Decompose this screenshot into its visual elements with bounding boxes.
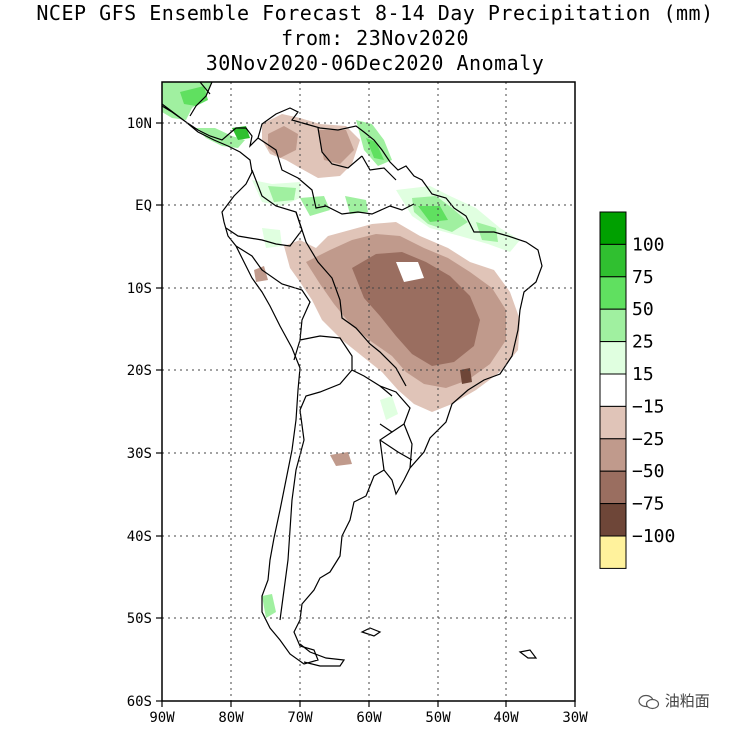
lon-label: 90W: [149, 710, 175, 726]
longitude-labels: 90W 80W 70W 60W 50W 40W 30W: [149, 710, 588, 726]
graticule: [162, 82, 575, 701]
watermark: 油粕面: [638, 690, 710, 711]
legend-labels: 100 75 50 25 15 −15 −25 −50 −75 −100: [632, 234, 675, 547]
legend-swatch: [599, 308, 627, 343]
legend-label: −75: [632, 494, 665, 515]
legend-colorbar: [599, 211, 627, 569]
legend-label: 100: [632, 234, 665, 255]
wechat-icon: [638, 694, 660, 709]
lat-label: 30S: [127, 446, 152, 462]
legend-swatch: [599, 211, 627, 245]
legend-swatch: [599, 470, 627, 505]
legend-swatch: [599, 341, 627, 375]
legend-label: 75: [632, 267, 654, 288]
lat-label: 60S: [127, 694, 152, 710]
legend-label: −100: [632, 526, 675, 547]
watermark-text: 油粕面: [664, 692, 710, 710]
legend-label: 15: [632, 364, 654, 385]
lat-label: 20S: [127, 363, 152, 379]
lon-label: 50W: [425, 710, 451, 726]
latitude-labels: 10N EQ 10S 20S 30S 40S 50S 60S: [127, 116, 152, 710]
legend-swatch: [599, 503, 627, 537]
lat-label: 40S: [127, 529, 152, 545]
legend-label: −50: [632, 461, 665, 482]
legend-label: 25: [632, 332, 654, 353]
legend-swatch: [599, 243, 627, 278]
legend-swatch: [599, 405, 627, 440]
lat-label: 10N: [127, 116, 152, 132]
legend-label: −15: [632, 396, 665, 417]
lon-label: 70W: [287, 710, 313, 726]
map-title: NCEP GFS Ensemble Forecast 8-14 Day Prec…: [36, 1, 714, 25]
forecast-period: 30Nov2020-06Dec2020 Anomaly: [205, 51, 545, 75]
legend-swatch: [599, 535, 627, 569]
lon-label: 80W: [218, 710, 244, 726]
lat-label: 50S: [127, 611, 152, 627]
lon-label: 30W: [562, 710, 588, 726]
lat-label: EQ: [135, 198, 152, 214]
lon-label: 60W: [356, 710, 382, 726]
coastline: [161, 81, 543, 667]
axis-ticks: [156, 122, 576, 707]
lat-label: 10S: [127, 281, 152, 297]
map-frame: [161, 81, 576, 702]
forecast-issue-date: from: 23Nov2020: [280, 26, 470, 50]
legend-label: −25: [632, 429, 665, 450]
anomaly-shading: [162, 82, 520, 618]
legend-swatch: [599, 438, 627, 472]
legend-swatch: [599, 373, 627, 407]
lon-label: 40W: [493, 710, 519, 726]
legend-label: 50: [632, 299, 654, 320]
legend-swatch: [599, 276, 627, 310]
